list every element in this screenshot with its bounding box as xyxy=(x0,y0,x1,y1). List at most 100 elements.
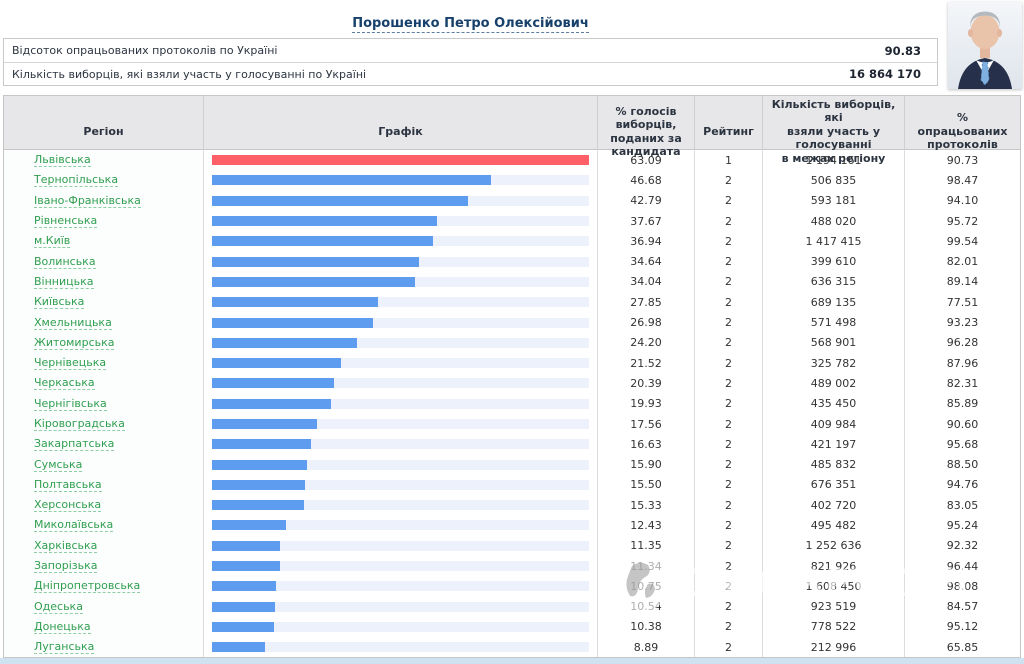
region-link[interactable]: м.Київ xyxy=(34,234,71,249)
candidate-photo-image xyxy=(948,2,1022,89)
bar-track xyxy=(212,439,589,450)
table-row: м.Київ 36.94 2 1 417 415 99.54 xyxy=(4,231,1020,252)
region-link[interactable]: Луганська xyxy=(34,640,95,655)
region-cell: Черкаська xyxy=(4,373,204,394)
bar-track xyxy=(212,581,589,592)
rating-cell: 2 xyxy=(695,413,763,435)
region-link[interactable]: Івано-Франківська xyxy=(34,193,141,208)
percent-cell: 63.09 xyxy=(598,150,695,171)
graph-cell xyxy=(204,596,598,617)
region-link[interactable]: Кіровоградська xyxy=(34,417,125,431)
region-link[interactable]: Одеська xyxy=(34,599,83,614)
table-row: Харківська 11.35 2 1 252 636 92.32 xyxy=(4,535,1020,556)
rating-cell: 2 xyxy=(695,190,763,211)
region-link[interactable]: Хмельницька xyxy=(34,315,112,330)
region-link[interactable]: Дніпропетровська xyxy=(34,579,141,594)
protocols-cell: 90.60 xyxy=(946,417,979,431)
candidate-photo xyxy=(948,2,1022,89)
region-cell: Полтавська xyxy=(4,474,204,496)
graph-cell xyxy=(204,332,598,353)
summary-voters-label: Кількість виборців, які взяли участь у г… xyxy=(12,67,367,81)
protocols-cell: 88.50 xyxy=(946,458,979,472)
region-cell: Закарпатська xyxy=(4,434,204,455)
voters-cell: 593 181 xyxy=(763,190,905,211)
candidate-name-link[interactable]: Порошенко Петро Олексійович xyxy=(352,16,589,33)
graph-cell xyxy=(204,535,598,556)
bar xyxy=(212,195,468,206)
summary-voters-value: 16 864 170 xyxy=(848,67,921,81)
region-link[interactable]: Чернівецька xyxy=(34,356,107,371)
region-link[interactable]: Вінницька xyxy=(34,274,94,289)
percent-cell: 11.34 xyxy=(598,555,695,577)
bar-track xyxy=(212,500,589,511)
bar xyxy=(212,459,307,470)
region-cell: Миколаївська xyxy=(4,515,204,536)
header-protocols: % опрацьованих протоколів xyxy=(917,111,1008,152)
region-link[interactable]: Миколаївська xyxy=(34,518,114,533)
table-row: Черкаська 20.39 2 489 002 82.31 xyxy=(4,373,1020,394)
voters-cell: 1 608 450 xyxy=(763,576,905,597)
protocols-cell: 92.32 xyxy=(946,539,979,553)
region-link[interactable]: Полтавська xyxy=(34,477,102,492)
table-row: Волинська 34.64 2 399 610 82.01 xyxy=(4,251,1020,272)
rating-cell: 2 xyxy=(695,616,763,638)
protocols-cell: 96.28 xyxy=(946,336,979,350)
voters-cell: 489 002 xyxy=(763,373,905,394)
percent-cell: 15.50 xyxy=(598,474,695,496)
bar xyxy=(212,175,491,186)
table-row: Хмельницька 26.98 2 571 498 93.23 xyxy=(4,312,1020,333)
protocols-cell: 99.54 xyxy=(946,234,979,248)
bar xyxy=(212,337,357,348)
percent-cell: 12.43 xyxy=(598,515,695,536)
bar-track xyxy=(212,561,589,572)
rating-cell: 1 xyxy=(695,150,763,171)
protocols-cell: 95.12 xyxy=(946,620,979,634)
region-link[interactable]: Житомирська xyxy=(34,335,115,350)
region-cell: Рівненська xyxy=(4,210,204,232)
bar xyxy=(212,276,416,287)
rating-cell: 2 xyxy=(695,515,763,536)
region-link[interactable]: Чернігівська xyxy=(34,396,107,411)
percent-cell: 21.52 xyxy=(598,352,695,374)
graph-cell xyxy=(204,352,598,374)
table-row: Київська 27.85 2 689 135 77.51 xyxy=(4,292,1020,313)
region-link[interactable]: Запорізька xyxy=(34,559,98,574)
region-cell: Чернівецька xyxy=(4,352,204,374)
region-link[interactable]: Харківська xyxy=(34,538,98,553)
region-link[interactable]: Тернопільська xyxy=(34,173,119,188)
region-link[interactable]: Київська xyxy=(34,295,85,310)
rating-cell: 2 xyxy=(695,251,763,272)
header-voters: Кількість виборців, які взяли участь у г… xyxy=(763,96,905,168)
bar-track xyxy=(212,378,589,389)
results-table-body: Львівська 63.09 1 1 194 161 90.73 Терноп… xyxy=(4,150,1020,658)
region-link[interactable]: Волинська xyxy=(34,254,96,269)
region-link[interactable]: Донецька xyxy=(34,619,91,634)
graph-cell xyxy=(204,190,598,211)
table-row: Дніпропетровська 10.75 2 1 608 450 98.08 xyxy=(4,576,1020,597)
percent-cell: 34.64 xyxy=(598,251,695,272)
region-link[interactable]: Закарпатська xyxy=(34,437,115,452)
region-link[interactable]: Сумська xyxy=(34,457,83,472)
region-link[interactable]: Херсонська xyxy=(34,498,102,513)
graph-cell xyxy=(204,413,598,435)
voters-cell: 488 020 xyxy=(763,210,905,232)
percent-cell: 15.33 xyxy=(598,495,695,516)
region-cell: Чернігівська xyxy=(4,393,204,414)
rating-cell: 2 xyxy=(695,637,763,658)
region-link[interactable]: Рівненська xyxy=(34,214,98,229)
header-region: Регіон xyxy=(4,96,204,168)
table-row: Тернопільська 46.68 2 506 835 98.47 xyxy=(4,170,1020,191)
percent-cell: 27.85 xyxy=(598,292,695,313)
protocols-cell: 84.57 xyxy=(946,600,979,614)
voters-cell: 676 351 xyxy=(763,474,905,496)
summary-protocols-label: Відсоток опрацьованих протоколів по Укра… xyxy=(12,44,278,57)
graph-cell xyxy=(204,312,598,333)
page-bottom-strip xyxy=(0,658,1024,664)
voters-cell: 1 417 415 xyxy=(763,231,905,252)
bar-track xyxy=(212,317,589,328)
protocols-cell: 98.47 xyxy=(946,173,979,187)
region-link[interactable]: Львівська xyxy=(34,153,91,168)
voters-cell: 402 720 xyxy=(763,495,905,516)
region-link[interactable]: Черкаська xyxy=(34,376,95,391)
voters-cell: 421 197 xyxy=(763,434,905,455)
